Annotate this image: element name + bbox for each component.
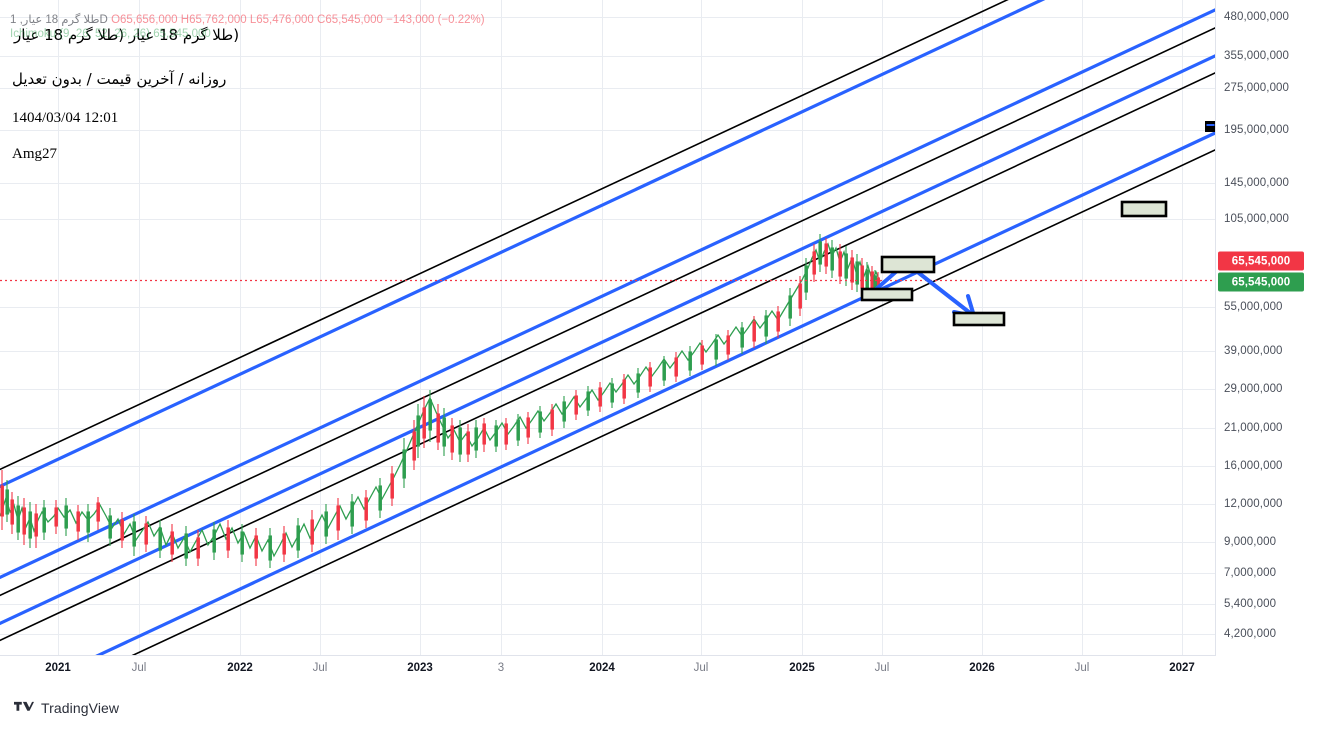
price-tick: 145,000,000 (1224, 177, 1290, 189)
mid-upper-blue-line[interactable] (0, 0, 1216, 491)
tradingview-logo-icon (14, 701, 34, 711)
overlay-title: (طلا گرم 18 عیار (طلا گرم 18 عیار (14, 26, 240, 44)
trend-channels[interactable] (0, 0, 1216, 655)
outer-lower-black-line[interactable] (0, 143, 1216, 655)
price-tick: 9,000,000 (1224, 536, 1277, 548)
time-tick: 2024 (589, 662, 615, 674)
tradingview-logo[interactable]: TradingView (14, 700, 119, 716)
outer-upper-black-line[interactable] (0, 21, 1216, 600)
price-tick: 21,000,000 (1224, 422, 1283, 434)
price-tick: 16,000,000 (1224, 460, 1283, 472)
price-tick: 55,000,000 (1224, 301, 1283, 313)
time-tick: 2027 (1169, 662, 1195, 674)
ichimoku-price-badge[interactable]: 65,545,000 (1218, 272, 1304, 292)
tradingview-logo-text: TradingView (41, 700, 120, 716)
time-tick: Jul (874, 662, 890, 674)
price-tick: 4,200,000 (1224, 628, 1277, 640)
time-axis[interactable]: 2021 Jul 2022 Jul 2023 3 2024 Jul 2025 J… (0, 655, 1216, 686)
time-tick: 2023 (407, 662, 433, 674)
mid-lower-blue-line[interactable] (0, 49, 1216, 628)
chart-canvas (0, 0, 1216, 655)
target-projection-box[interactable] (952, 311, 1006, 327)
price-tick: 480,000,000 (1224, 11, 1290, 23)
last-price-badge[interactable]: 65,545,000 (1218, 251, 1304, 271)
mid-upper-black-line[interactable] (0, 0, 1216, 474)
time-tick: 2021 (45, 662, 71, 674)
price-tick: 105,000,000 (1224, 213, 1290, 225)
outer-lower-blue-line[interactable] (0, 126, 1216, 655)
price-tick: 39,000,000 (1224, 345, 1283, 357)
time-tick: 3 (497, 662, 505, 674)
price-tick: 275,000,000 (1224, 82, 1290, 94)
time-tick: Jul (312, 662, 328, 674)
price-axis[interactable]: 480,000,000 355,000,000 275,000,000 195,… (1215, 0, 1326, 655)
price-tick: 29,000,000 (1224, 383, 1283, 395)
overlay-datetime: 1404/03/04 12:01 (12, 110, 119, 126)
price-tick: 12,000,000 (1224, 498, 1283, 510)
price-tick: 5,400,000 (1224, 598, 1277, 610)
peak-projection-box[interactable] (880, 255, 936, 274)
candles (0, 234, 880, 568)
time-tick: Jul (131, 662, 147, 674)
price-tick: 195,000,000 (1224, 124, 1290, 136)
overlay-subtitle: روزانه / آخرین قیمت / بدون تعدیل (12, 70, 227, 88)
outer-upper-blue-line[interactable] (0, 3, 1216, 582)
time-tick: Jul (693, 662, 709, 674)
overlay-tag: Amg27 (12, 146, 57, 162)
time-tick: Jul (1074, 662, 1090, 674)
vertical-gridlines (58, 0, 1183, 655)
channel-endpoint-handle[interactable] (1205, 121, 1216, 132)
upper-projection-box[interactable] (1120, 200, 1168, 218)
price-tick: 355,000,000 (1224, 50, 1290, 62)
pullback-projection-box[interactable] (860, 287, 914, 302)
time-tick: 2022 (227, 662, 253, 674)
price-candlestick-series (0, 234, 881, 568)
chart-plot-area[interactable]: طلا گرم 18 عیار, 1D O65,656,000 H65,762,… (0, 0, 1216, 655)
price-tick: 7,000,000 (1224, 567, 1277, 579)
mid-lower-black-line[interactable] (0, 66, 1216, 645)
ichimoku-line (0, 242, 881, 558)
projection-boxes[interactable] (860, 200, 1168, 327)
time-tick: 2025 (789, 662, 815, 674)
time-tick: 2026 (969, 662, 995, 674)
horizontal-gridlines (0, 17, 1216, 635)
